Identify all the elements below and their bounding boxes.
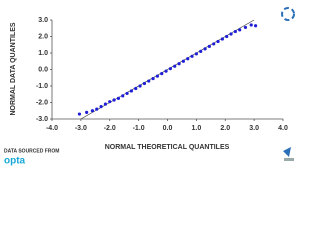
point (225, 34, 229, 39)
point (121, 94, 125, 98)
point (90, 109, 95, 113)
x-tick-label: -4.0 (46, 125, 58, 132)
point (216, 39, 220, 44)
point (164, 69, 168, 73)
x-tick-label: 2.0 (220, 125, 230, 132)
point (99, 105, 103, 109)
point (199, 49, 203, 53)
y-tick-label: 3.0 (38, 17, 48, 24)
point (173, 64, 177, 68)
point (160, 72, 164, 76)
x-tick-label: -3.0 (75, 125, 87, 132)
x-axis-label: NORMAL THEORETICAL QUANTILES (105, 144, 230, 151)
point (229, 32, 233, 36)
y-tick-label: -2.0 (36, 99, 48, 106)
y-tick-label: -1.0 (36, 83, 48, 90)
point (253, 24, 258, 28)
point (95, 107, 99, 111)
x-tick-label: -2.0 (104, 125, 116, 132)
point (194, 52, 198, 56)
x-tick-label: -1.0 (133, 125, 145, 132)
point (85, 110, 89, 114)
point (125, 91, 129, 96)
point (220, 37, 224, 41)
point (134, 86, 138, 91)
point (203, 47, 207, 51)
point (181, 59, 185, 63)
point (212, 42, 216, 46)
x-tick-label: 0.0 (163, 125, 173, 132)
y-tick-label: 2.0 (38, 33, 48, 40)
chart: NORMAL DATA QUANTILES NORMAL THEORETICAL… (4, 7, 295, 167)
y-tick-label: -3.0 (36, 116, 48, 123)
point (108, 100, 112, 104)
point (186, 57, 190, 61)
point (129, 89, 134, 93)
x-tick-label: 3.0 (249, 125, 259, 132)
point (142, 81, 146, 86)
point (116, 96, 121, 100)
point (147, 79, 151, 83)
y-axis-label: NORMAL DATA QUANTILES (10, 22, 17, 115)
point (151, 76, 155, 81)
point (243, 25, 248, 30)
point (103, 102, 108, 106)
y-tick-label: 1.0 (38, 50, 48, 57)
point (233, 29, 237, 34)
source-name: opta (4, 156, 26, 167)
x-tick-label: 4.0 (278, 125, 288, 132)
point (238, 28, 242, 32)
point (112, 98, 116, 102)
point (168, 67, 172, 71)
point (138, 84, 142, 88)
point (155, 74, 159, 78)
logo-top (281, 7, 295, 21)
point (77, 112, 82, 116)
y-tick-label: 0.0 (38, 66, 48, 73)
point (190, 54, 194, 58)
point (207, 44, 211, 49)
source-prefix: DATA SOURCED FROM (4, 148, 59, 154)
x-tick-label: 1.0 (192, 125, 202, 132)
point (249, 23, 253, 27)
point (177, 62, 181, 66)
logo-bottom (283, 147, 294, 161)
